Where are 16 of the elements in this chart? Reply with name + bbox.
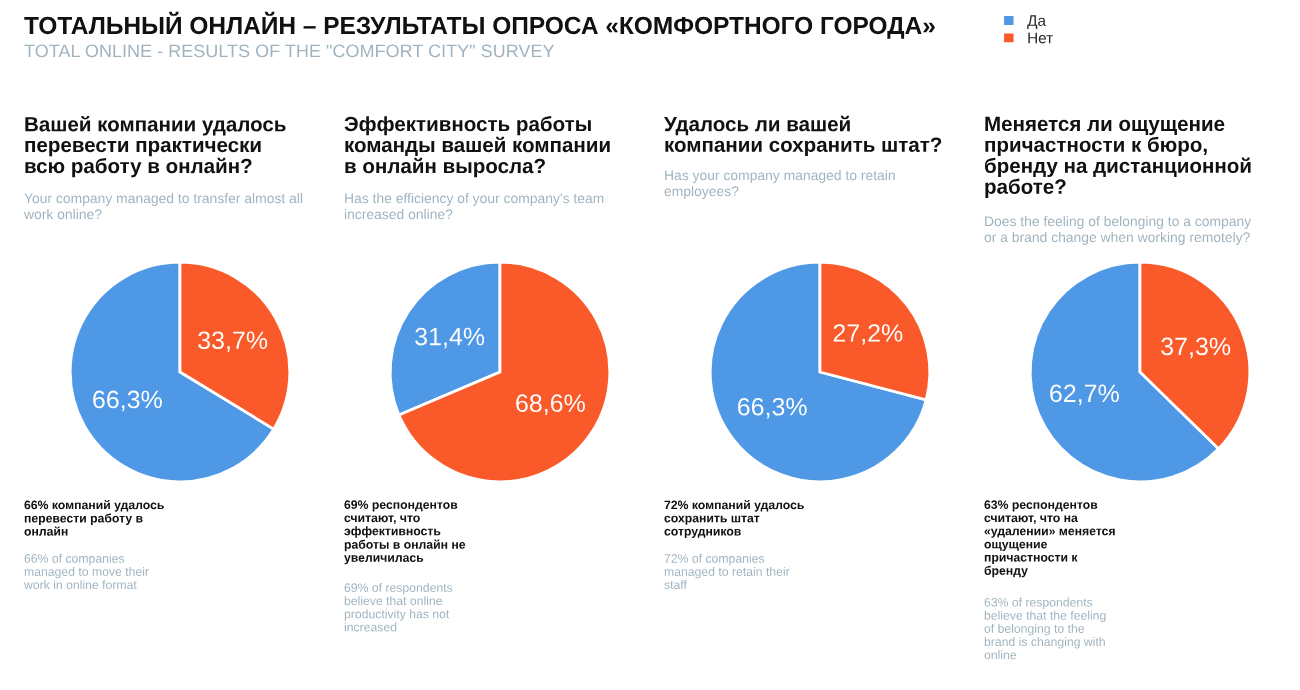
data-label: 66,3% bbox=[738, 397, 807, 419]
data-label: 31,4% bbox=[415, 327, 485, 349]
text: Вашей компании удалось перевести практически всю работу в онлайн? bbox=[25, 116, 286, 178]
chart-title: Эффективность работы команды вашей компании в онлайн выросла? bbox=[344, 116, 610, 178]
data-label: 66,3% bbox=[93, 390, 162, 412]
text: ТОТАЛЬНЫЙ ОНЛАЙН – РЕЗУЛЬТАТЫ ОПРОСА «КОМФОРТНОГО ГОРОДА» bbox=[24, 11, 935, 39]
pie-slice bbox=[708, 260, 928, 484]
pie-slice bbox=[397, 260, 612, 484]
chart-title: Меняется ли ощущение причастности к бюро, бренду на дистанционной работе? bbox=[984, 116, 1251, 198]
data-label: 68,6% bbox=[516, 394, 585, 415]
data-label: 27,2% bbox=[833, 324, 903, 345]
data-label: 37,3% bbox=[1161, 337, 1231, 359]
data-label: 33,7% bbox=[198, 331, 268, 353]
chart-title: Удалось ли вашей компании сохранить штат? bbox=[664, 115, 942, 157]
data-label: 62,7% bbox=[1050, 384, 1119, 406]
text: TOTAL ONLINE - RESULTS OF THE "COMFORT CITY" SURVEY bbox=[24, 44, 555, 58]
